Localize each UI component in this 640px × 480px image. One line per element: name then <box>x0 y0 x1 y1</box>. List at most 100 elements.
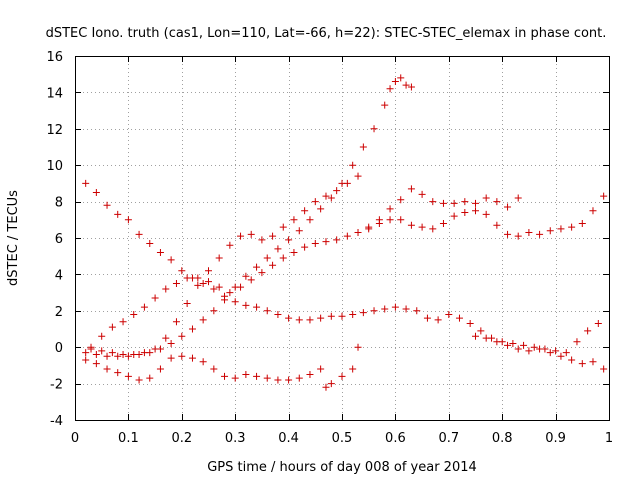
data-point <box>450 199 458 207</box>
y-tick-label: 8 <box>55 196 63 211</box>
data-point <box>322 383 330 391</box>
data-point <box>162 285 170 293</box>
data-point <box>151 294 159 302</box>
data-point <box>327 194 335 202</box>
data-point <box>231 298 239 306</box>
data-point <box>514 194 522 202</box>
data-point <box>124 352 132 360</box>
data-point <box>381 101 389 109</box>
data-point <box>130 350 138 358</box>
data-point <box>439 199 447 207</box>
data-point <box>413 307 421 315</box>
y-tick-label: 16 <box>46 50 63 65</box>
data-point <box>263 307 271 315</box>
x-tick-label: 0.1 <box>118 431 139 446</box>
data-point <box>119 318 127 326</box>
data-point <box>317 314 325 322</box>
y-tick-label: 10 <box>46 159 63 174</box>
data-point <box>92 360 100 368</box>
data-point <box>258 236 266 244</box>
data-point <box>98 347 106 355</box>
data-point <box>423 314 431 322</box>
data-point <box>600 192 608 200</box>
data-point <box>188 354 196 362</box>
data-point <box>386 216 394 224</box>
data-point <box>172 280 180 287</box>
data-point <box>461 198 469 206</box>
data-point <box>242 272 250 280</box>
data-point <box>226 289 234 297</box>
data-point <box>172 318 180 326</box>
data-point <box>327 312 335 320</box>
data-point <box>285 236 293 244</box>
data-point <box>167 340 175 348</box>
data-point <box>210 307 218 315</box>
data-point <box>135 230 143 238</box>
data-point <box>167 354 175 362</box>
data-point <box>178 267 186 275</box>
data-point <box>156 365 164 373</box>
data-point <box>578 219 586 227</box>
data-point <box>156 249 164 257</box>
x-tick-label: 0.7 <box>438 431 459 446</box>
data-point <box>162 334 170 342</box>
data-point <box>354 172 362 180</box>
data-point <box>82 356 90 364</box>
y-tick-label: 6 <box>55 232 63 247</box>
data-point <box>407 185 415 193</box>
y-tick-label: 0 <box>55 341 63 356</box>
data-point <box>343 179 351 187</box>
data-point <box>215 283 223 291</box>
data-point <box>279 223 287 231</box>
data-point <box>381 305 389 313</box>
data-point <box>151 345 159 353</box>
data-point <box>482 210 490 218</box>
data-point <box>140 303 148 311</box>
data-point <box>594 320 602 328</box>
data-point <box>124 372 132 380</box>
data-point <box>557 352 565 360</box>
data-point <box>237 232 245 240</box>
data-point <box>525 347 533 355</box>
data-point <box>370 125 378 133</box>
data-point <box>306 216 314 224</box>
data-point <box>285 376 293 384</box>
data-point <box>210 285 218 293</box>
data-point <box>493 221 501 229</box>
data-point <box>301 243 309 251</box>
data-point <box>482 194 490 202</box>
data-point <box>514 345 522 353</box>
series-arc-bottom <box>82 343 362 391</box>
data-point <box>429 198 437 206</box>
data-point <box>295 374 303 382</box>
data-point <box>573 338 581 346</box>
data-point <box>552 347 560 355</box>
data-point <box>226 241 234 249</box>
data-point <box>343 232 351 240</box>
y-tick-label: 12 <box>46 123 63 138</box>
x-axis-label: GPS time / hours of day 008 of year 2014 <box>207 460 477 475</box>
data-point <box>333 187 341 195</box>
data-point <box>536 345 544 353</box>
data-point <box>114 352 122 360</box>
data-point <box>407 83 415 91</box>
data-point <box>439 219 447 227</box>
data-point <box>274 245 282 253</box>
data-point <box>269 232 277 240</box>
data-point <box>589 358 597 366</box>
data-point <box>504 230 512 238</box>
data-point <box>199 280 207 287</box>
data-point <box>455 314 463 322</box>
y-tick-label: -4 <box>50 414 63 429</box>
data-point <box>279 254 287 262</box>
data-point <box>509 340 517 348</box>
series-arc-descending <box>82 179 602 357</box>
data-point <box>317 365 325 373</box>
data-point <box>108 323 116 331</box>
x-tick-label: 0.3 <box>225 431 246 446</box>
data-point <box>247 276 255 284</box>
data-point <box>386 205 394 213</box>
data-point <box>391 77 399 85</box>
marks-layer <box>82 74 608 391</box>
